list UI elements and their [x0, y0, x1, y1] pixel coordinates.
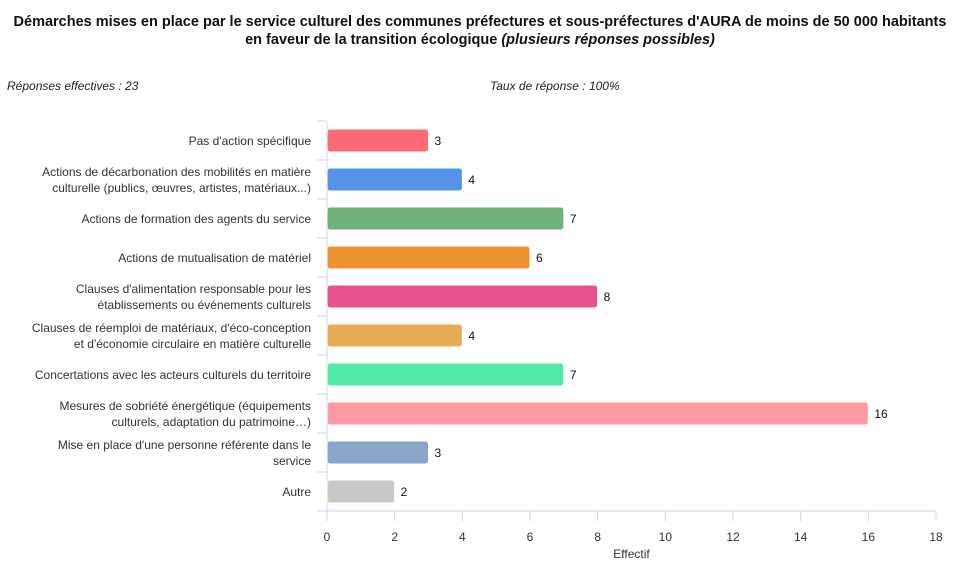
category-label: Mesures de sobriété énergétique (équipem… — [60, 399, 311, 413]
data-label: 16 — [874, 407, 888, 421]
title-line-2: en faveur de la transition écologique (p… — [245, 32, 715, 48]
x-tick-label: 2 — [391, 530, 398, 544]
category-label: et d'économie circulaire en matière cult… — [74, 337, 311, 351]
bar — [326, 362, 565, 387]
category-label: Actions de décarbonation des mobilités e… — [42, 165, 311, 179]
x-tick-label: 10 — [659, 530, 673, 544]
category-label: Clauses de réemploi de matériaux, d'éco-… — [32, 321, 311, 335]
category-label: établissements ou événements culturels — [98, 298, 311, 312]
category-label: service — [273, 454, 311, 468]
bar — [326, 206, 565, 231]
data-label: 4 — [468, 173, 475, 187]
bar — [326, 401, 869, 426]
bar — [326, 245, 531, 270]
bar — [326, 440, 429, 465]
category-label: Pas d'action spécifique — [189, 134, 312, 148]
data-label: 3 — [435, 446, 442, 460]
category-label: Concertations avec les acteurs culturels… — [35, 368, 311, 382]
category-label: Mise en place d'une personne référente d… — [58, 438, 311, 452]
title-line-1: Démarches mises en place par le service … — [13, 14, 947, 30]
chart-title: Démarches mises en place par le service … — [0, 13, 960, 49]
category-label: Actions de formation des agents du servi… — [82, 212, 312, 226]
data-label: 7 — [570, 212, 577, 226]
bar — [326, 284, 599, 309]
x-tick-label: 16 — [862, 530, 876, 544]
bar — [326, 128, 429, 153]
x-tick-label: 4 — [459, 530, 466, 544]
data-label: 8 — [604, 290, 611, 304]
data-label: 4 — [468, 329, 475, 343]
data-label: 3 — [435, 134, 442, 148]
x-axis-title: Effectif — [613, 547, 650, 561]
response-rate: Taux de réponse : 100% — [490, 79, 620, 93]
bar — [326, 479, 396, 504]
category-label: Autre — [282, 485, 311, 499]
x-tick-label: 12 — [726, 530, 740, 544]
x-tick-label: 8 — [594, 530, 601, 544]
x-tick-label: 14 — [794, 530, 808, 544]
category-label: Actions de mutualisation de matériel — [118, 251, 311, 265]
x-tick-label: 6 — [527, 530, 534, 544]
bar — [326, 323, 463, 348]
effective-responses: Réponses effectives : 23 — [7, 79, 139, 93]
category-label: culturelle (publics, œuvres, artistes, m… — [52, 181, 311, 195]
category-label: culturels, adaptation du patrimoine…) — [112, 415, 311, 429]
data-label: 2 — [401, 485, 408, 499]
data-label: 6 — [536, 251, 543, 265]
data-label: 7 — [570, 368, 577, 382]
bar — [326, 167, 463, 192]
x-tick-label: 18 — [929, 530, 943, 544]
x-tick-label: 0 — [324, 530, 331, 544]
category-label: Clauses d'alimentation responsable pour … — [76, 282, 311, 296]
